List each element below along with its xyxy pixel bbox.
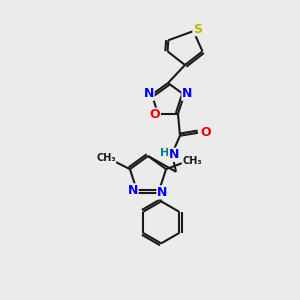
Text: N: N [144, 87, 154, 100]
Text: O: O [150, 108, 160, 121]
Text: N: N [128, 184, 138, 197]
Text: S: S [193, 22, 202, 36]
Text: CH₃: CH₃ [96, 153, 116, 163]
Text: N: N [182, 87, 192, 100]
Text: O: O [201, 126, 211, 139]
Text: CH₃: CH₃ [182, 156, 202, 166]
Text: H: H [160, 148, 169, 158]
Text: N: N [157, 186, 167, 199]
Text: N: N [169, 148, 179, 161]
